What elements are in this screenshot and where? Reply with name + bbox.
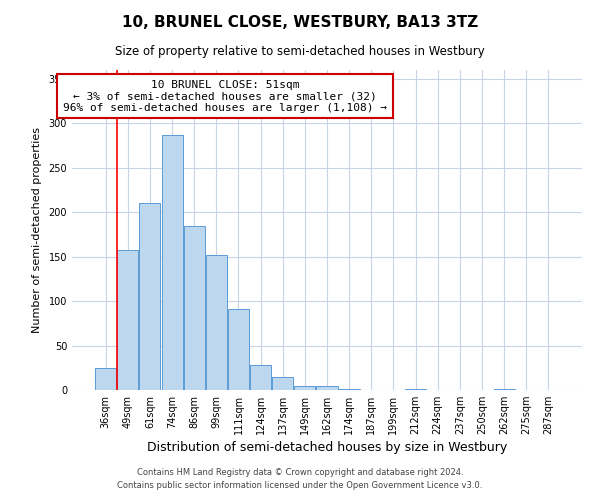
Bar: [250, 365, 271, 390]
Text: Size of property relative to semi-detached houses in Westbury: Size of property relative to semi-detach…: [115, 45, 485, 58]
Bar: [184, 226, 205, 390]
Text: 10, BRUNEL CLOSE, WESTBURY, BA13 3TZ: 10, BRUNEL CLOSE, WESTBURY, BA13 3TZ: [122, 15, 478, 30]
Bar: [206, 255, 227, 390]
Bar: [316, 386, 338, 390]
Bar: [405, 389, 426, 390]
Text: Contains HM Land Registry data © Crown copyright and database right 2024.
Contai: Contains HM Land Registry data © Crown c…: [118, 468, 482, 490]
Text: 10 BRUNEL CLOSE: 51sqm
← 3% of semi-detached houses are smaller (32)
96% of semi: 10 BRUNEL CLOSE: 51sqm ← 3% of semi-deta…: [63, 80, 387, 113]
Bar: [95, 368, 116, 390]
Bar: [228, 309, 249, 390]
Bar: [494, 389, 515, 390]
Bar: [118, 250, 139, 390]
Bar: [272, 376, 293, 390]
Bar: [338, 389, 359, 390]
Bar: [161, 135, 182, 390]
Bar: [295, 386, 316, 390]
X-axis label: Distribution of semi-detached houses by size in Westbury: Distribution of semi-detached houses by …: [147, 442, 507, 454]
Bar: [139, 204, 160, 390]
Y-axis label: Number of semi-detached properties: Number of semi-detached properties: [32, 127, 41, 333]
